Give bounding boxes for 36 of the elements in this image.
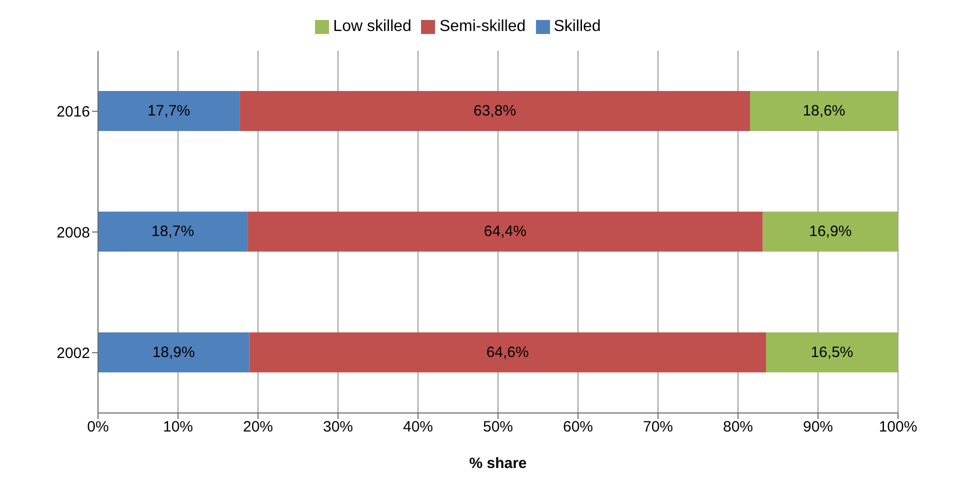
data-label: 16,5% — [810, 344, 854, 361]
bar — [762, 212, 898, 252]
x-tick-label: 100% — [878, 418, 918, 436]
bar — [750, 91, 898, 131]
data-label: 18,9% — [152, 344, 195, 361]
data-label: 17,7% — [148, 102, 190, 120]
y-tick-label: 2002 — [56, 344, 90, 362]
x-tick-label: 40% — [402, 418, 434, 436]
data-label: 18,6% — [802, 102, 846, 120]
legend-label: Low skilled — [333, 18, 412, 35]
data-label: 63,8% — [474, 102, 516, 120]
x-tick-label: 80% — [722, 418, 754, 436]
x-axis-title: % share — [469, 455, 527, 472]
bar — [249, 332, 766, 372]
x-tick-label: 10% — [162, 418, 194, 436]
x-tick-label: 20% — [242, 418, 274, 436]
x-tick-label: 70% — [642, 418, 674, 436]
bar — [98, 212, 248, 252]
data-label: 64,6% — [486, 344, 529, 361]
legend-label: Skilled — [554, 18, 601, 35]
y-tick-label: 2008 — [56, 224, 90, 242]
x-tick-label: 90% — [802, 418, 834, 436]
data-label: 18,7% — [152, 223, 194, 240]
bar — [248, 212, 763, 252]
bar — [766, 332, 898, 372]
x-tick-label: 60% — [562, 418, 594, 436]
bar — [98, 332, 250, 372]
bar — [240, 91, 750, 131]
data-label: 64,4% — [484, 223, 526, 240]
x-tick-label: 30% — [322, 418, 354, 436]
x-tick-label: 0% — [87, 418, 109, 436]
y-tick-label: 2016 — [56, 104, 90, 121]
bar — [98, 91, 240, 131]
x-tick-label: 50% — [482, 418, 514, 436]
data-label: 16,9% — [809, 223, 852, 240]
legend-label: Semi-skilled — [439, 18, 526, 35]
